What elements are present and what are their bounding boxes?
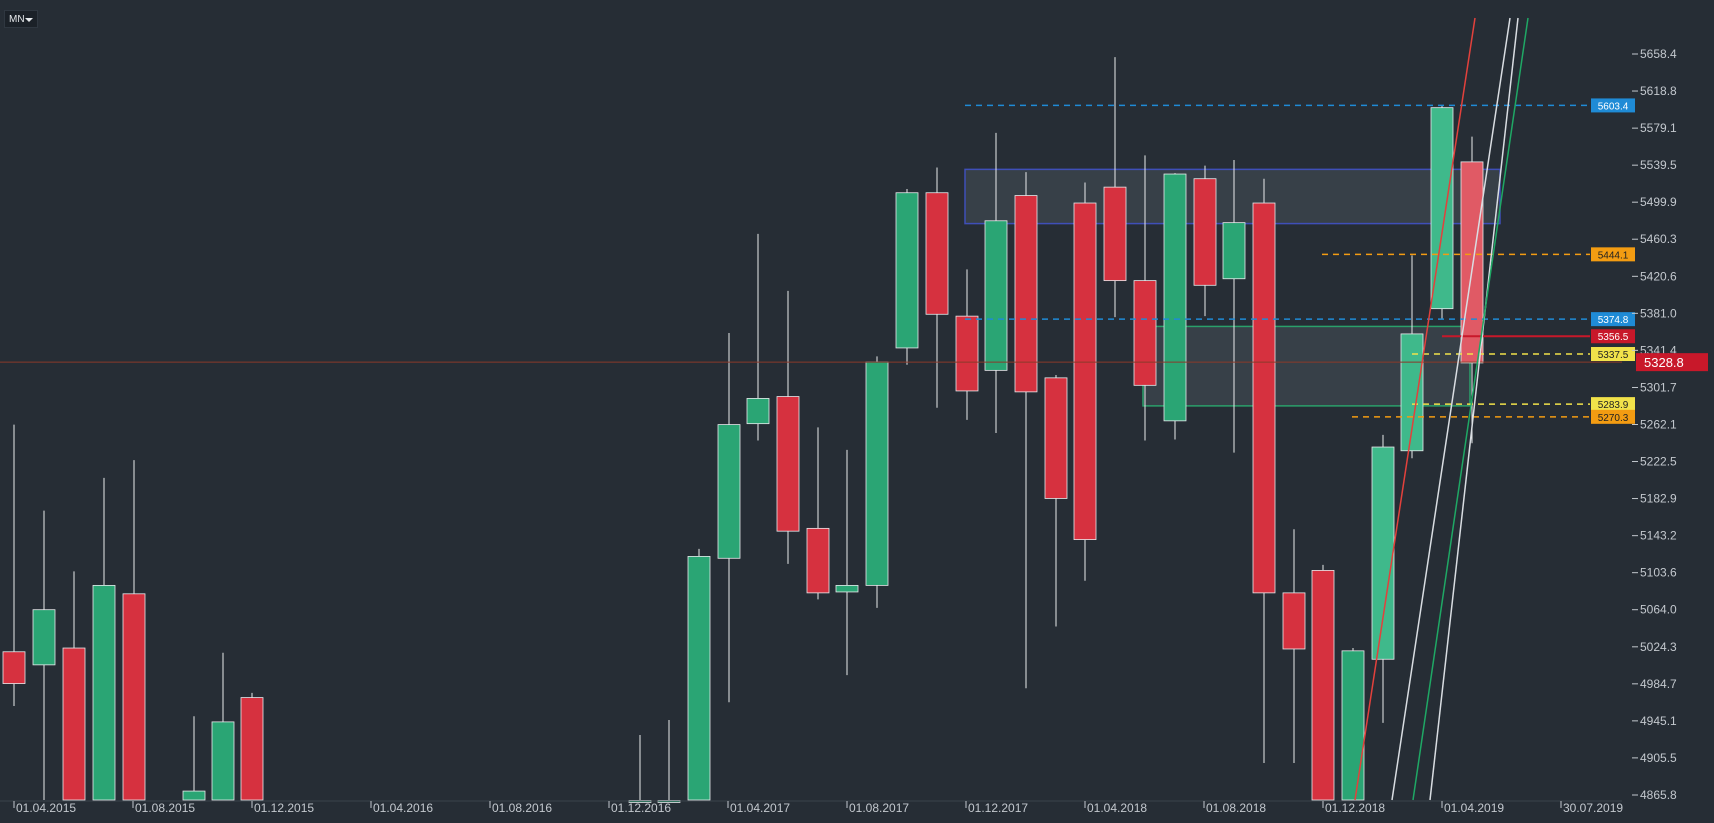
price-tick-label: 5539.5 — [1640, 158, 1677, 172]
candle-body[interactable] — [1400, 333, 1424, 452]
candle-body[interactable] — [806, 527, 830, 594]
candle-body[interactable] — [1371, 446, 1395, 660]
candle-body[interactable] — [687, 556, 711, 801]
candle-body[interactable] — [62, 647, 86, 801]
price-tick-label: 5658.4 — [1640, 47, 1677, 61]
date-tick-label: 01.08.2017 — [849, 801, 909, 815]
price-tick-label: 4984.7 — [1640, 677, 1677, 691]
price-tick-label: 5460.3 — [1640, 232, 1677, 246]
candle-body[interactable] — [746, 398, 770, 425]
price-tick-label: 5499.9 — [1640, 195, 1677, 209]
price-tick-label: 5222.5 — [1640, 455, 1677, 469]
price-tick-label: 5618.8 — [1640, 84, 1677, 98]
level-tag — [1591, 247, 1635, 262]
price-tick-label: 5381.0 — [1640, 306, 1677, 320]
candle-body[interactable] — [895, 192, 919, 349]
date-tick-label: 01.04.2018 — [1087, 801, 1147, 815]
candle-body[interactable] — [1193, 178, 1217, 286]
date-tick-label: 01.04.2016 — [373, 801, 433, 815]
level-tag — [1591, 397, 1635, 412]
price-tick-label: 5301.7 — [1640, 380, 1677, 394]
date-tick-label: 01.04.2019 — [1444, 801, 1504, 815]
level-tag-label: 5603.4 — [1598, 101, 1629, 112]
price-tick-label: 4905.5 — [1640, 751, 1677, 765]
candle-body[interactable] — [2, 651, 26, 684]
timeframe-selector[interactable]: MN — [4, 10, 38, 28]
candle-body[interactable] — [1163, 173, 1187, 422]
candle-body[interactable] — [92, 584, 116, 801]
date-tick-label: 01.08.2016 — [492, 801, 552, 815]
zone-supply — [964, 168, 1501, 225]
candle-body[interactable] — [1252, 202, 1276, 594]
candle-body[interactable] — [1073, 202, 1097, 540]
current-price-badge — [1636, 353, 1708, 372]
candle-body[interactable] — [1430, 107, 1454, 310]
date-tick-label: 30.07.2019 — [1563, 801, 1623, 815]
level-tag-label: 5444.1 — [1598, 250, 1629, 261]
trend-line[interactable] — [1412, 17, 1529, 801]
price-tick-label: 5064.0 — [1640, 603, 1677, 617]
level-tag — [1591, 312, 1635, 327]
date-tick-label: 01.08.2018 — [1206, 801, 1266, 815]
candle-body[interactable] — [1103, 186, 1127, 282]
date-tick-label: 01.12.2017 — [968, 801, 1028, 815]
chevron-down-icon — [25, 18, 33, 22]
price-tick-label: 5143.2 — [1640, 529, 1677, 543]
price-tick-label: 5262.1 — [1640, 418, 1677, 432]
price-tick-label: 4945.1 — [1640, 714, 1677, 728]
candle-body[interactable] — [776, 396, 800, 532]
candle-body[interactable] — [211, 721, 235, 801]
date-tick-label: 01.04.2015 — [16, 801, 76, 815]
price-tick-label: 5103.6 — [1640, 566, 1677, 580]
level-tag-label: 5283.9 — [1598, 400, 1629, 411]
level-tag-label: 5337.5 — [1598, 350, 1629, 361]
level-tag — [1591, 347, 1635, 362]
candle-body[interactable] — [1222, 222, 1246, 280]
candle-body[interactable] — [1014, 195, 1038, 393]
candle-body[interactable] — [182, 790, 206, 801]
trend-line[interactable] — [1354, 17, 1476, 801]
candle-body[interactable] — [1133, 280, 1157, 386]
candle-body[interactable] — [835, 584, 859, 593]
candle-body[interactable] — [32, 609, 56, 666]
candle-body[interactable] — [1311, 570, 1335, 801]
trend-line[interactable] — [1429, 17, 1519, 801]
level-tag-label: 5356.5 — [1598, 332, 1629, 343]
date-tick-label: 01.08.2015 — [135, 801, 195, 815]
candle-body[interactable] — [1282, 592, 1306, 650]
candle-body[interactable] — [1044, 377, 1068, 499]
candle-body[interactable] — [1341, 650, 1365, 801]
candle-body[interactable] — [984, 220, 1008, 371]
level-tag-label: 5270.3 — [1598, 413, 1629, 424]
candle-body[interactable] — [1460, 161, 1484, 364]
level-tag-label: 5374.8 — [1598, 315, 1629, 326]
price-tick-label: 5182.9 — [1640, 492, 1677, 506]
price-tick-label: 4865.8 — [1640, 788, 1677, 802]
level-tag — [1591, 409, 1635, 424]
candle-body[interactable] — [865, 361, 889, 586]
date-tick-label: 01.12.2018 — [1325, 801, 1385, 815]
candle-body[interactable] — [122, 593, 146, 801]
candle-body[interactable] — [925, 192, 949, 315]
price-tick-label: 5579.1 — [1640, 121, 1677, 135]
level-tag — [1591, 98, 1635, 113]
date-tick-label: 01.04.2017 — [730, 801, 790, 815]
current-price-label: 5328.8 — [1644, 355, 1684, 370]
date-tick-label: 01.12.2016 — [611, 801, 671, 815]
level-tag — [1591, 329, 1635, 344]
price-tick-label: 5024.3 — [1640, 640, 1677, 654]
candle-body[interactable] — [955, 315, 979, 392]
candle-body[interactable] — [717, 424, 741, 559]
timeframe-label: MN — [9, 14, 25, 25]
price-tick-label: 5420.6 — [1640, 269, 1677, 283]
date-tick-label: 01.12.2015 — [254, 801, 314, 815]
candle-body[interactable] — [240, 697, 264, 801]
trend-line[interactable] — [1391, 17, 1511, 801]
